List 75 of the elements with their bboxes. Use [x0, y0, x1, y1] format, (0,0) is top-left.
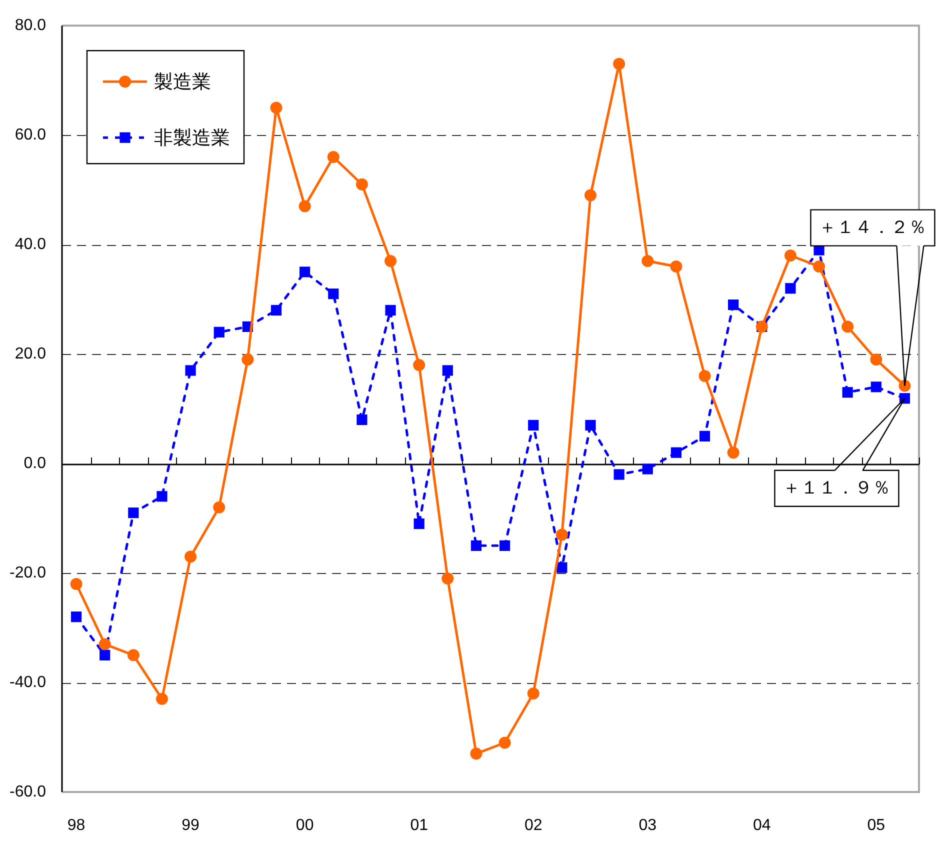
legend-label: 非製造業	[154, 128, 230, 149]
point	[556, 528, 568, 541]
x-tick-label: 00	[296, 817, 314, 834]
point	[470, 540, 482, 551]
point	[100, 650, 110, 660]
y-tick-label: 60.0	[14, 126, 46, 144]
annotation: ＋１１．９％	[782, 477, 891, 498]
point	[670, 260, 682, 272]
point	[242, 354, 254, 366]
annotation: ＋１４．２％	[818, 216, 927, 237]
point	[785, 283, 796, 294]
x-tick-label: 04	[752, 817, 771, 834]
legend-label: 製造業	[154, 72, 211, 93]
point	[413, 359, 426, 372]
point	[698, 370, 711, 382]
point	[813, 260, 826, 272]
point	[184, 550, 197, 563]
point	[442, 572, 454, 585]
point	[784, 250, 796, 262]
y-tick-label: -20.0	[10, 564, 46, 582]
point	[384, 254, 397, 267]
y-tick-label: -40.0	[10, 674, 46, 691]
point	[298, 200, 311, 212]
point	[442, 365, 453, 376]
point	[270, 102, 282, 114]
point	[327, 150, 340, 163]
point	[613, 58, 626, 70]
point	[414, 518, 424, 530]
point	[842, 320, 854, 333]
point	[842, 387, 853, 398]
point	[699, 430, 710, 442]
point	[328, 288, 339, 300]
y-tick-label: 40.0	[14, 236, 46, 253]
point	[498, 736, 511, 749]
point	[270, 304, 282, 316]
point	[727, 446, 740, 459]
point	[127, 649, 140, 662]
point	[70, 612, 82, 622]
point	[870, 354, 882, 366]
point	[499, 540, 510, 551]
point	[642, 464, 653, 474]
x-tick-label: 03	[638, 817, 657, 834]
point	[128, 508, 139, 518]
point	[356, 414, 368, 426]
point	[70, 578, 82, 590]
point	[356, 178, 368, 190]
y-tick-label: -60.0	[10, 783, 46, 800]
point	[470, 748, 482, 760]
x-tick-label: 01	[410, 817, 428, 834]
point	[528, 420, 539, 431]
y-tick-label: 20.0	[14, 345, 46, 362]
point	[300, 266, 310, 278]
point	[214, 326, 224, 338]
x-tick-label: 02	[524, 817, 542, 834]
y-tick-label: 80.0	[14, 17, 46, 34]
point	[642, 254, 654, 267]
point	[898, 380, 911, 392]
point	[670, 447, 682, 458]
point	[385, 304, 396, 316]
point	[185, 365, 196, 376]
point	[156, 692, 168, 705]
y-tick-label: 0.0	[24, 454, 46, 472]
point	[527, 687, 540, 700]
point	[156, 491, 168, 502]
point	[556, 562, 568, 573]
point	[585, 420, 596, 431]
point	[728, 299, 739, 310]
point	[98, 638, 111, 650]
x-tick-label: 98	[67, 817, 86, 834]
x-tick-label: 99	[182, 817, 200, 834]
point	[213, 501, 226, 514]
point	[614, 469, 624, 480]
x-tick-label: 05	[867, 817, 886, 834]
point	[870, 382, 882, 392]
point	[584, 189, 596, 202]
